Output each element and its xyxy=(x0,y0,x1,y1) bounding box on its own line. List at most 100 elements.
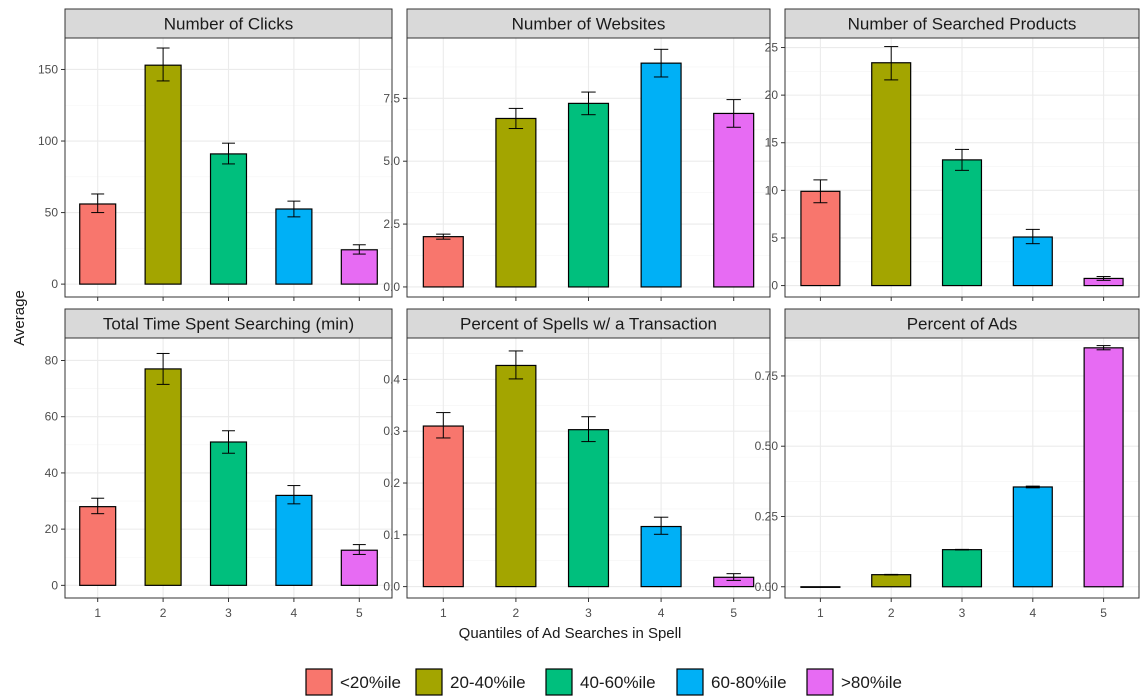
x-tick-label: 3 xyxy=(585,606,592,620)
bar xyxy=(144,368,182,586)
panel-strip xyxy=(784,308,1140,339)
error-bar xyxy=(91,193,105,214)
legend-label: 20-40%ile xyxy=(450,673,526,692)
y-tick-label: 15 xyxy=(765,136,779,150)
panel: Number of Websites 0.0 2.5 5.0 7.5 xyxy=(383,8,771,301)
error-bar xyxy=(1096,345,1111,351)
error-bar xyxy=(91,497,105,515)
error-bar xyxy=(508,107,524,130)
error-bar xyxy=(726,573,741,581)
error-bar xyxy=(884,46,899,81)
y-axis-title: Average xyxy=(11,290,28,346)
x-tick-label: 2 xyxy=(160,606,167,620)
panel-strip xyxy=(64,308,393,339)
y-tick-label: 0.25 xyxy=(755,509,779,523)
x-tick-label: 5 xyxy=(730,606,737,620)
bar xyxy=(713,112,755,288)
panel-title: Total Time Spent Searching (min) xyxy=(103,315,354,334)
bar xyxy=(941,159,983,287)
bar xyxy=(640,525,682,588)
error-bar xyxy=(352,244,366,255)
x-tick-label: 5 xyxy=(1100,606,1107,620)
y-tick-label: 25 xyxy=(765,41,779,55)
x-tick-label: 2 xyxy=(513,606,520,620)
y-tick-label: 10 xyxy=(765,183,779,197)
y-tick-label: 0.1 xyxy=(383,528,400,542)
y-tick-label: 0.2 xyxy=(383,476,400,490)
y-tick-label: 5.0 xyxy=(383,154,400,168)
legend-swatch xyxy=(676,668,704,696)
y-tick-label: 0.0 xyxy=(383,280,400,294)
panel: Number of Clicks 0 50 100 150 xyxy=(38,8,393,301)
y-tick-label: 0.50 xyxy=(755,439,779,453)
panel-title: Number of Clicks xyxy=(164,15,293,34)
y-tick-label: 0 xyxy=(771,279,778,293)
y-tick-label: 0.75 xyxy=(755,369,779,383)
bar xyxy=(209,153,248,285)
bar xyxy=(79,506,117,586)
x-tick-label: 5 xyxy=(356,606,363,620)
legend-swatch xyxy=(545,668,573,696)
y-tick-label: 0.00 xyxy=(755,580,779,594)
error-bar xyxy=(436,412,451,439)
error-bar xyxy=(1096,276,1111,281)
bar xyxy=(495,117,537,288)
y-tick-label: 0 xyxy=(51,578,58,592)
error-bar xyxy=(508,350,524,380)
legend-item: 40-60%ile xyxy=(545,668,656,696)
bar xyxy=(422,425,464,588)
bar xyxy=(1012,236,1053,287)
panel: Percent of Ads 0.00 0.25 0.50 0.75 1 2 3 4 5 xyxy=(755,308,1140,620)
error-bar xyxy=(581,91,596,116)
y-tick-label: 7.5 xyxy=(383,91,400,105)
x-tick-label: 1 xyxy=(817,606,824,620)
error-bar xyxy=(581,416,596,443)
legend-item: 20-40%ile xyxy=(415,668,526,696)
x-tick-label: 4 xyxy=(291,606,298,620)
error-bar xyxy=(436,233,451,240)
legend-swatch xyxy=(305,668,333,696)
y-tick-label: 60 xyxy=(45,410,59,424)
error-bar xyxy=(222,142,235,165)
panel-strip xyxy=(64,8,393,39)
bar xyxy=(871,574,912,588)
panel: Total Time Spent Searching (min) 0 20 40 60 8… xyxy=(45,308,393,620)
legend-swatch xyxy=(806,668,834,696)
panel-strip xyxy=(406,308,771,339)
y-tick-label: 100 xyxy=(38,134,58,148)
bar xyxy=(941,549,983,588)
error-bar xyxy=(156,47,170,82)
bar xyxy=(640,62,682,288)
x-axis-title: Quantiles of Ad Searches in Spell xyxy=(459,625,682,642)
legend: <20%ile 20-40%ile 40-60%ile 60-80%ile >80%il… xyxy=(305,668,902,696)
y-tick-label: 40 xyxy=(45,466,59,480)
error-bar xyxy=(222,430,235,454)
error-bar xyxy=(954,148,970,171)
legend-label: <20%ile xyxy=(340,673,401,692)
error-bar xyxy=(954,548,970,551)
bar xyxy=(275,494,313,586)
error-bar xyxy=(287,200,301,218)
error-bar xyxy=(352,544,366,555)
panel-title: Percent of Ads xyxy=(907,315,1018,334)
y-tick-label: 5 xyxy=(771,231,778,245)
bar xyxy=(567,429,610,588)
x-tick-label: 1 xyxy=(94,606,101,620)
x-tick-label: 3 xyxy=(225,606,232,620)
bar xyxy=(422,236,464,288)
panel-strip xyxy=(784,8,1140,39)
bar xyxy=(144,64,182,285)
bar xyxy=(275,208,313,285)
legend-swatch xyxy=(415,668,443,696)
legend-label: >80%ile xyxy=(841,673,902,692)
panel-strip xyxy=(406,8,771,39)
bar xyxy=(800,190,841,287)
y-tick-label: 20 xyxy=(765,88,779,102)
bar xyxy=(79,203,117,285)
x-tick-label: 1 xyxy=(440,606,447,620)
bar xyxy=(340,249,378,285)
legend-item: <20%ile xyxy=(305,668,401,696)
y-tick-label: 0.3 xyxy=(383,424,400,438)
legend-label: 40-60%ile xyxy=(580,673,656,692)
